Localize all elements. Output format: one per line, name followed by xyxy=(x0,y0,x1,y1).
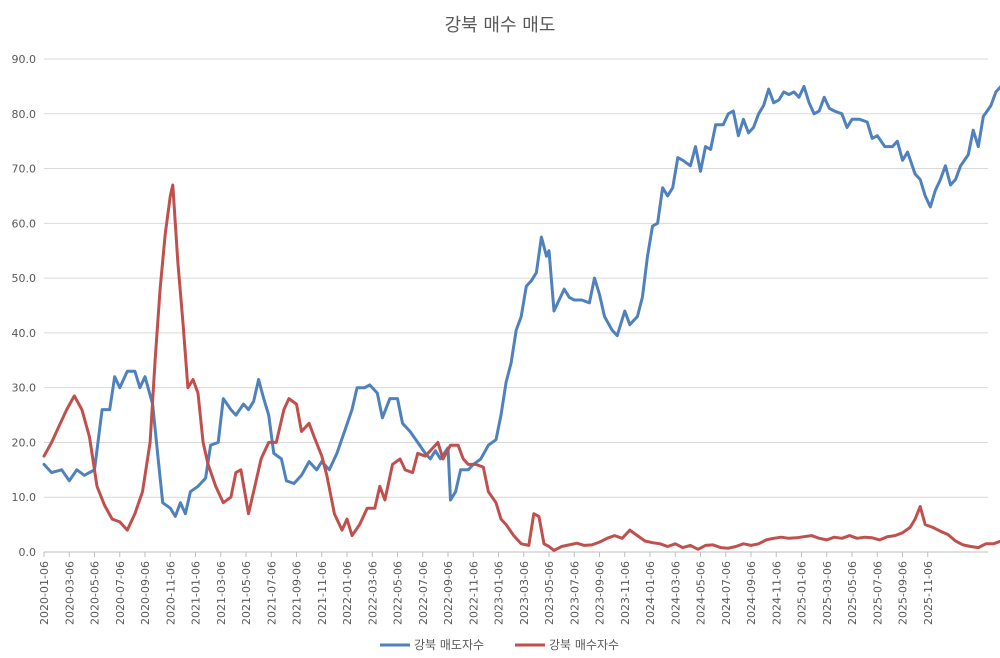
x-tick-label: 2023-07-06 xyxy=(568,561,581,625)
x-tick-label: 2025-09-06 xyxy=(897,561,910,625)
x-tick-label: 2023-03-06 xyxy=(518,561,531,625)
x-tick-label: 2024-09-06 xyxy=(745,561,758,625)
x-tick-label: 2022-01-06 xyxy=(341,561,354,625)
x-tick-label: 2024-07-06 xyxy=(720,561,733,625)
x-tick-label: 2021-09-06 xyxy=(291,561,304,625)
x-tick-label: 2020-03-06 xyxy=(63,561,76,625)
x-axis-ticks: 2020-01-06 2020-03-06 2020-05-06 2020-07-06… xyxy=(38,552,935,625)
x-tick-label: 2025-07-06 xyxy=(871,561,884,625)
x-tick-label: 2022-09-06 xyxy=(442,561,455,625)
x-tick-label: 2025-03-06 xyxy=(821,561,834,625)
x-tick-label: 2023-01-06 xyxy=(493,561,506,625)
y-tick-label: 60.0 xyxy=(12,217,37,230)
legend-item-1: 강북 매도자수 xyxy=(380,638,484,652)
x-tick-label: 2021-05-06 xyxy=(240,561,253,625)
y-tick-label: 30.0 xyxy=(12,382,37,395)
x-tick-label: 2024-03-06 xyxy=(669,561,682,625)
series-lines xyxy=(42,84,1000,552)
x-tick-label: 2025-05-06 xyxy=(846,561,859,625)
x-tick-label: 2024-11-06 xyxy=(770,561,783,625)
x-tick-label: 2020-05-06 xyxy=(89,561,102,625)
y-tick-label: 10.0 xyxy=(12,491,37,504)
y-tick-label: 70.0 xyxy=(12,163,37,176)
x-tick-label: 2022-11-06 xyxy=(467,561,480,625)
x-tick-label: 2024-01-06 xyxy=(644,561,657,625)
gridlines xyxy=(44,58,988,553)
legend: 강북 매도자수 강북 매수자수 xyxy=(380,638,619,652)
x-tick-label: 2022-07-06 xyxy=(417,561,430,625)
x-tick-label: 2021-03-06 xyxy=(215,561,228,625)
y-tick-label: 20.0 xyxy=(12,436,37,449)
y-tick-label: 90.0 xyxy=(12,53,37,66)
x-tick-label: 2021-11-06 xyxy=(316,561,329,625)
x-tick-label: 2023-11-06 xyxy=(619,561,632,625)
x-tick-label: 2021-07-06 xyxy=(265,561,278,625)
x-tick-label: 2022-03-06 xyxy=(366,561,379,625)
x-tick-label: 2025-11-06 xyxy=(922,561,935,625)
y-tick-label: 0.0 xyxy=(19,546,37,559)
series-line-2 xyxy=(42,183,1000,552)
y-axis-ticks: 0.0 10.0 20.0 30.0 40.0 50.0 60.0 70.0 80.0 90.0 xyxy=(12,53,37,559)
legend-label: 강북 매도자수 xyxy=(414,638,484,652)
x-tick-label: 2025-01-06 xyxy=(796,561,809,625)
x-tick-label: 2020-11-06 xyxy=(164,561,177,625)
x-tick-label: 2022-05-06 xyxy=(392,561,405,625)
x-tick-label: 2020-07-06 xyxy=(114,561,127,625)
x-tick-label: 2020-09-06 xyxy=(139,561,152,625)
y-tick-label: 40.0 xyxy=(12,327,37,340)
series-line-1 xyxy=(42,84,1000,518)
x-tick-label: 2023-09-06 xyxy=(594,561,607,625)
chart-title: 강북 매수 매도 xyxy=(445,15,556,36)
x-tick-label: 2023-05-06 xyxy=(543,561,556,625)
x-tick-label: 2024-05-06 xyxy=(695,561,708,625)
y-tick-label: 50.0 xyxy=(12,272,37,285)
legend-label: 강북 매수자수 xyxy=(549,638,619,652)
x-tick-label: 2021-01-06 xyxy=(190,561,203,625)
legend-item-2: 강북 매수자수 xyxy=(515,638,619,652)
x-tick-label: 2020-01-06 xyxy=(38,561,51,625)
y-tick-label: 80.0 xyxy=(12,108,37,121)
